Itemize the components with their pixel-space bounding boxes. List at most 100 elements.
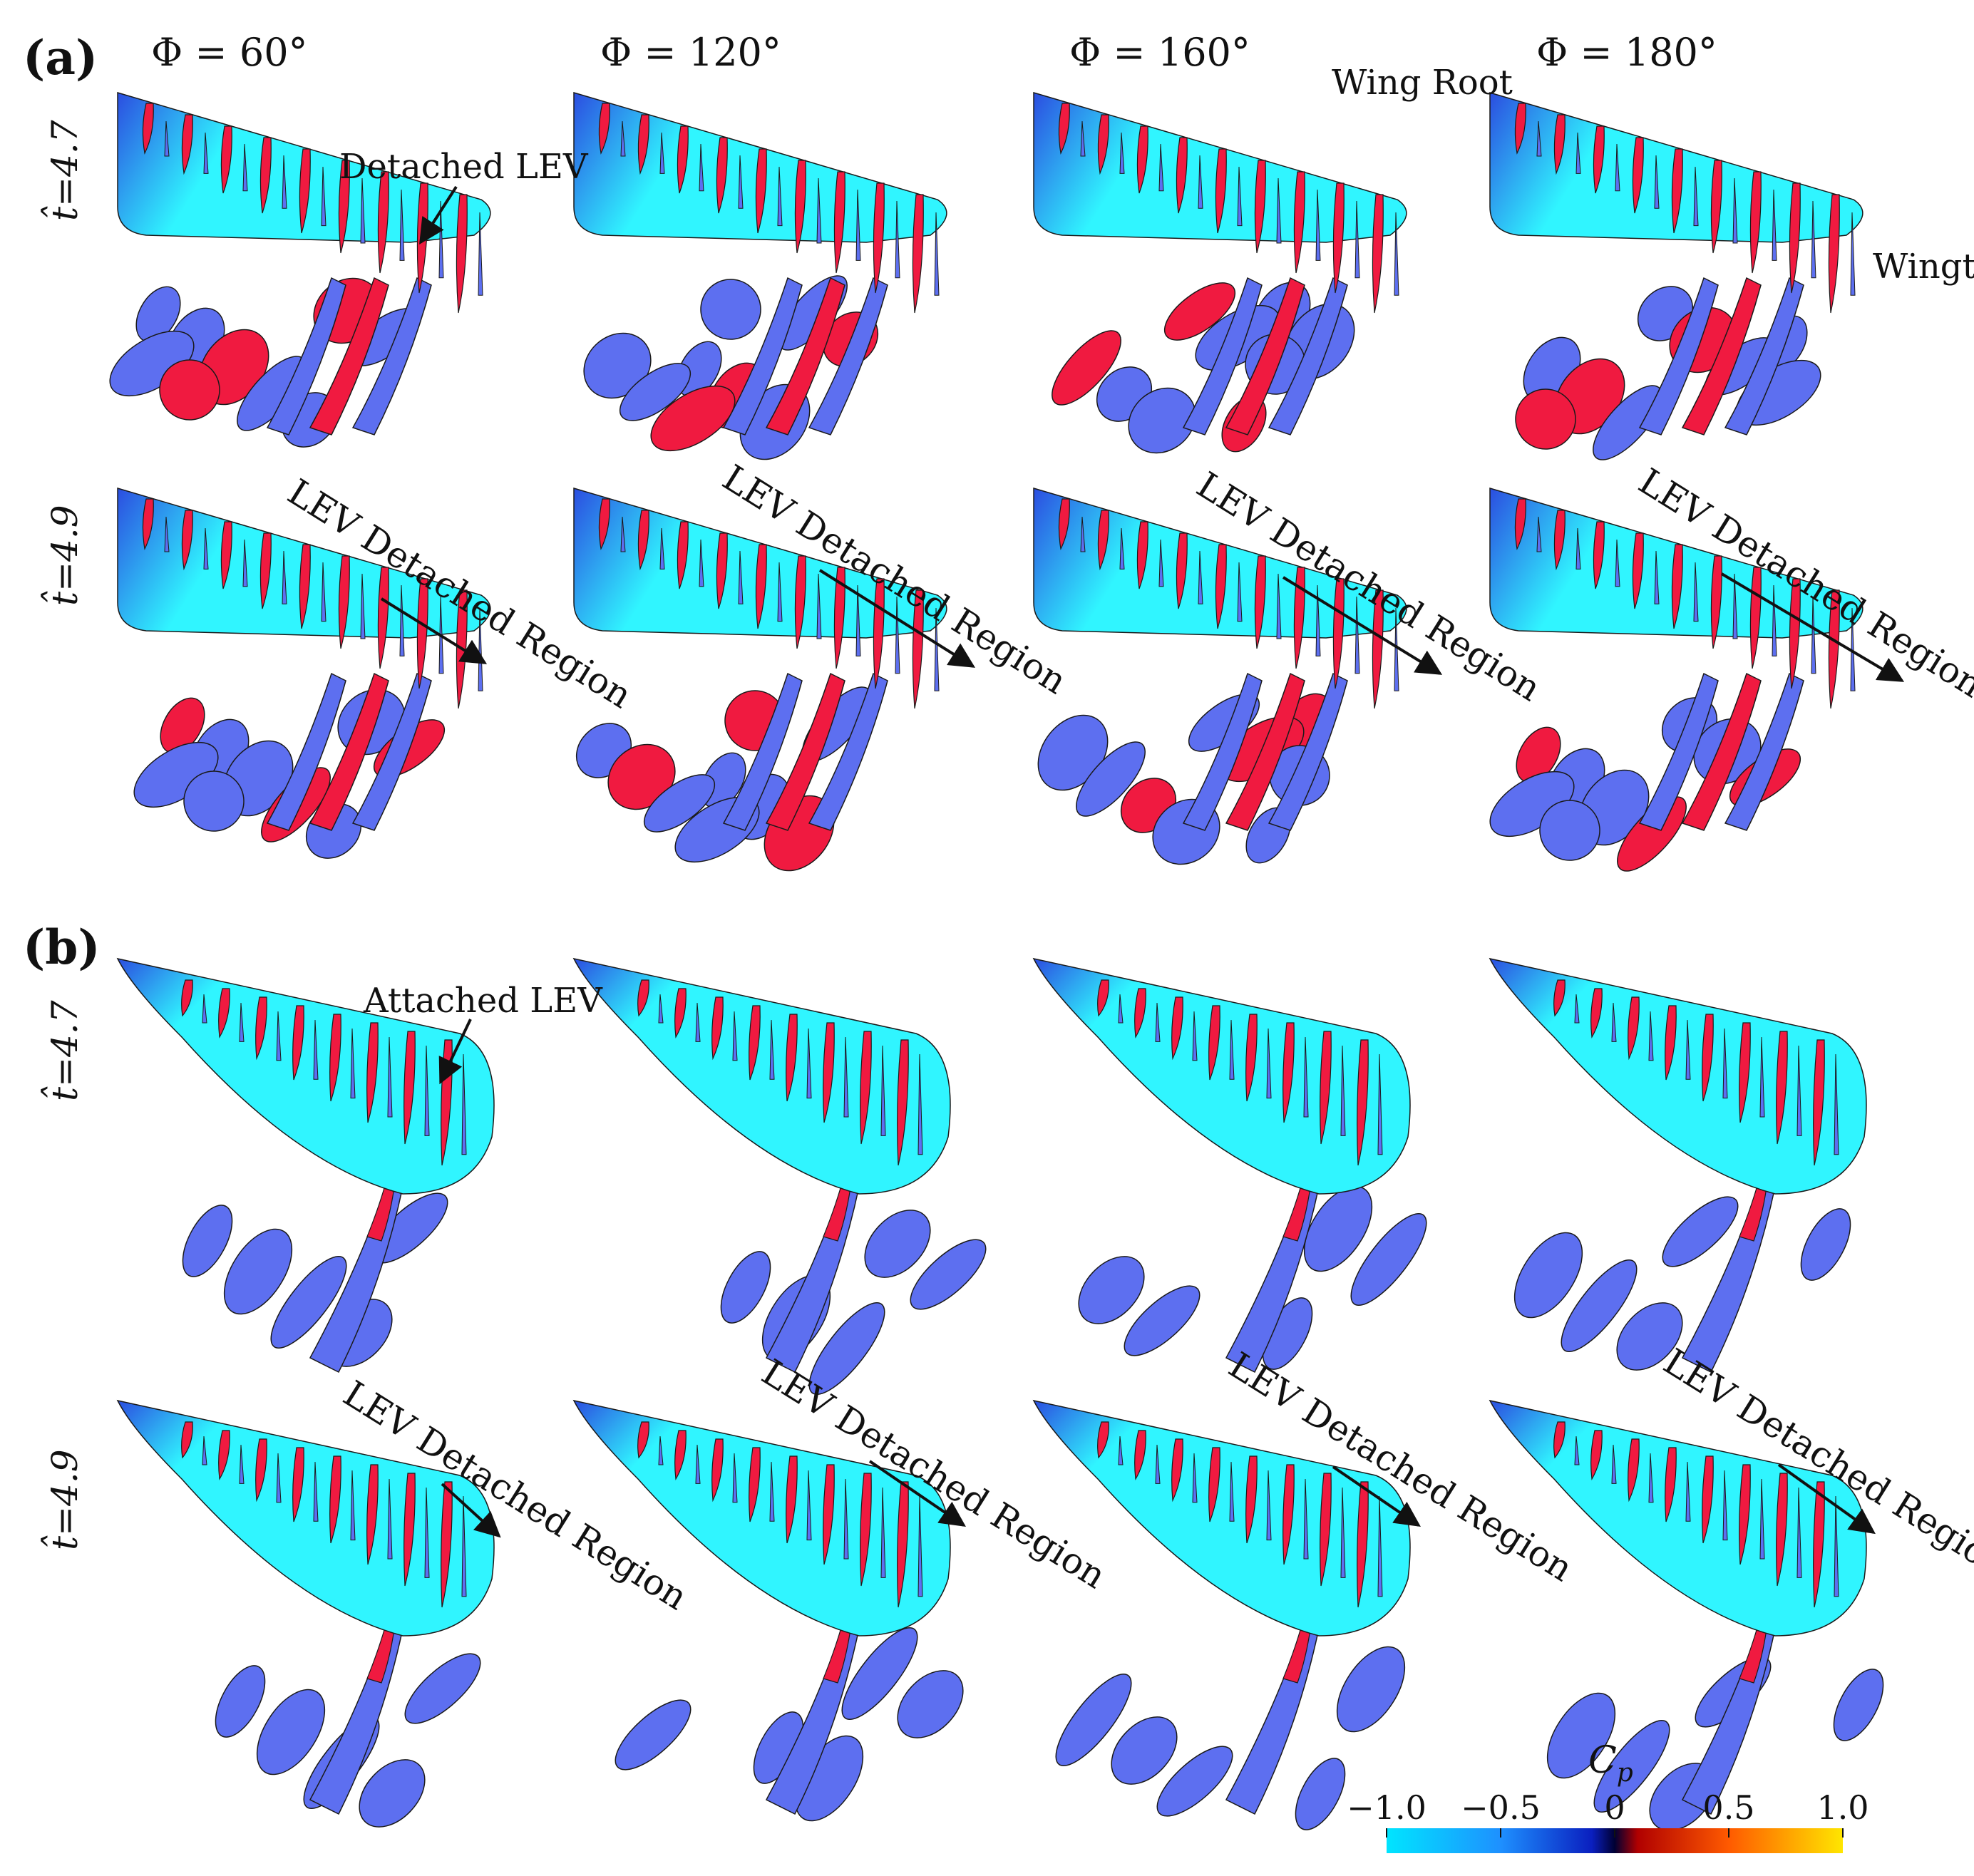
lev-streak — [142, 498, 154, 550]
lev-streak — [1208, 1447, 1220, 1522]
lev-streak — [1628, 996, 1640, 1061]
lev-streak-negative — [816, 177, 822, 244]
lev-streak-negative — [1834, 1495, 1839, 1597]
lev-streak — [329, 1014, 341, 1102]
wing-b-r2-0 — [116, 1399, 495, 1828]
lev-streak-negative — [1648, 1011, 1654, 1061]
lev-streak — [912, 194, 924, 314]
wake-vortex — [1163, 282, 1236, 341]
wingtip-label: Wingti — [1873, 247, 1974, 287]
lev-streak-negative — [806, 1028, 812, 1099]
wake-vortex — [1156, 1746, 1233, 1817]
lev-streak — [749, 1447, 761, 1522]
wake-vortex — [897, 1670, 964, 1738]
lev-streak — [1813, 1481, 1825, 1608]
wake-vortex — [864, 1210, 931, 1278]
lev-streak — [860, 1473, 872, 1587]
wing-a-r1-2 — [1033, 91, 1407, 454]
lev-streak — [366, 1022, 379, 1123]
lev-streak — [259, 532, 272, 609]
wake-vortex — [1128, 387, 1196, 454]
wing-b-r1-3 — [1489, 957, 1867, 1374]
trailing-vortex — [1268, 277, 1348, 436]
lev-streak — [677, 521, 689, 589]
lev-streak-negative — [1615, 539, 1620, 587]
lev-streak — [755, 544, 767, 629]
lev-streak-negative — [1611, 1444, 1617, 1484]
lev-streak-negative — [276, 1453, 282, 1503]
colorbar-tick-label: 1.0 — [1816, 1788, 1868, 1827]
trailing-vortex — [808, 672, 888, 831]
wing-b-r1-1 — [572, 957, 987, 1396]
lev-streak-negative — [695, 1002, 701, 1042]
wake-vortex — [1833, 1669, 1884, 1741]
lev-streak-negative — [1648, 1453, 1654, 1503]
lev-streak-negative — [202, 994, 207, 1024]
lev-streak-negative — [1732, 177, 1738, 244]
lev-streak — [1739, 1022, 1751, 1123]
trailing-vortex — [1724, 672, 1804, 831]
lev-streak — [786, 1455, 798, 1544]
lev-streak-negative — [769, 1019, 775, 1080]
lev-streak — [860, 1031, 872, 1145]
lev-streak-negative — [1155, 1444, 1161, 1484]
lev-streak-negative — [478, 212, 483, 296]
lev-streak-negative — [1080, 516, 1086, 552]
wing-a-r2-2 — [1033, 487, 1407, 865]
lev-streak — [1097, 114, 1109, 175]
lev-streak — [1215, 544, 1227, 629]
lev-streak-negative — [1693, 562, 1699, 622]
wake-vortex — [1124, 1285, 1201, 1356]
lev-streak — [299, 544, 311, 629]
lev-streak-negative — [164, 516, 170, 552]
lev-streak-negative — [1654, 155, 1660, 209]
wake-vortex — [808, 1302, 885, 1396]
wing-surface — [1489, 957, 1867, 1195]
lev-streak-negative — [321, 166, 327, 227]
lev-streak-negative — [732, 1011, 738, 1061]
attached-lev-arrow — [438, 1019, 472, 1085]
colorbar-title: Cp — [1588, 1739, 1633, 1788]
lev-streak — [299, 148, 311, 234]
trailing-vortex — [722, 672, 803, 831]
lev-streak — [1171, 996, 1183, 1061]
lev-streak-negative — [777, 562, 783, 622]
wake-vortex — [215, 1665, 266, 1738]
lev-streak-negative — [1796, 1487, 1802, 1578]
lev-streak-negative — [1198, 550, 1203, 604]
lev-streak-negative — [399, 584, 405, 656]
trailing-vortex — [351, 277, 432, 436]
lev-streak-negative — [1377, 1053, 1383, 1155]
panel-a-label: (a) — [23, 30, 98, 86]
wake-vortex — [1111, 1716, 1178, 1785]
wing-surface — [116, 957, 495, 1195]
lev-streak — [181, 979, 193, 1017]
lev-streak — [1710, 555, 1722, 649]
lev-streak-negative — [387, 1036, 393, 1118]
lev-streak-negative — [1536, 516, 1542, 552]
wake-vortex — [1513, 1232, 1583, 1319]
wing-b-r2-3 — [1489, 1399, 1884, 1831]
lev-streak-negative — [461, 1053, 467, 1155]
lev-streak-negative — [1654, 550, 1660, 604]
lev-streak-negative — [1192, 1011, 1198, 1061]
wake-vortex — [1617, 796, 1687, 872]
lev-streak-negative — [1722, 1028, 1728, 1099]
lev-streak-negative — [1229, 1019, 1235, 1080]
lev-streak — [1282, 1464, 1295, 1565]
wake-vortex — [182, 1205, 233, 1277]
lev-streak-negative — [1192, 1453, 1198, 1503]
lev-streak-negative — [843, 1036, 849, 1118]
lev-streak — [598, 498, 610, 550]
lev-streak — [1282, 1022, 1295, 1123]
lev-streak — [1176, 137, 1188, 214]
lev-streak-negative — [1266, 1470, 1272, 1541]
lev-streak — [637, 510, 649, 571]
lev-streak — [1208, 1005, 1220, 1081]
lev-streak-negative — [806, 1470, 812, 1541]
lev-streak — [1058, 498, 1070, 550]
wing-a-r2-1 — [573, 487, 947, 872]
lev-streak — [366, 1464, 379, 1565]
lev-streak-negative — [1158, 539, 1164, 587]
trailing-vortex — [1225, 672, 1305, 831]
